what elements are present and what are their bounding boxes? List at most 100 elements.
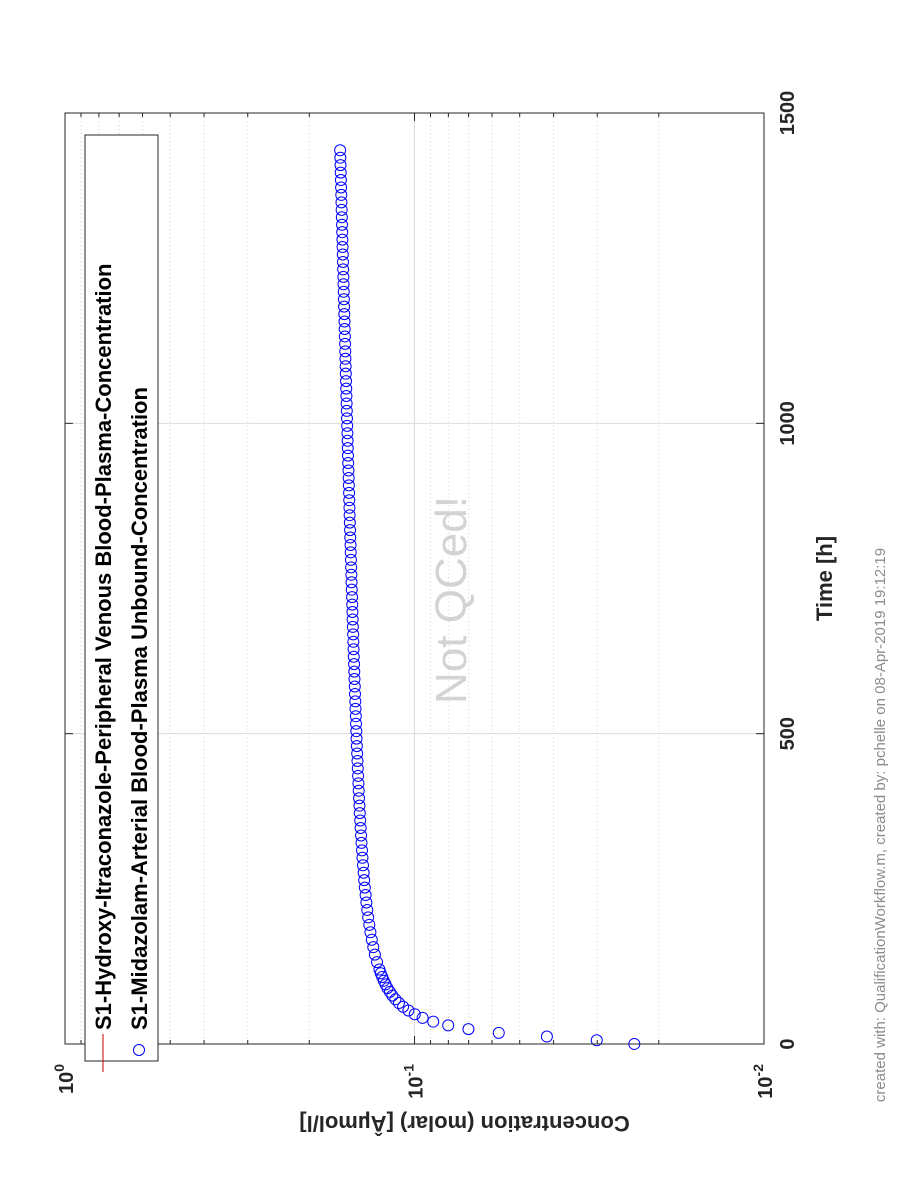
- data-point: [334, 144, 347, 157]
- data-point: [341, 427, 354, 440]
- data-point: [346, 598, 359, 611]
- data-point: [348, 673, 361, 686]
- data-point: [342, 471, 355, 484]
- data-point: [341, 434, 354, 447]
- data-point: [346, 613, 359, 626]
- legend-circle-marker: [133, 1044, 145, 1056]
- data-point: [341, 449, 354, 462]
- data-point: [343, 516, 356, 529]
- legend-box: [84, 134, 159, 1062]
- data-point: [364, 926, 377, 939]
- x-tick-label: 1000: [777, 401, 799, 446]
- data-point: [368, 948, 381, 961]
- data-point: [540, 1030, 553, 1043]
- data-point: [340, 375, 353, 388]
- data-point: [345, 561, 358, 574]
- data-point: [347, 628, 360, 641]
- x-tick-label: 500: [777, 717, 799, 750]
- data-point: [339, 337, 352, 350]
- data-point: [348, 687, 361, 700]
- data-point: [339, 367, 352, 380]
- data-point: [590, 1034, 603, 1047]
- data-point: [358, 881, 371, 894]
- data-point: [371, 956, 384, 969]
- data-point: [343, 501, 356, 514]
- data-point: [346, 591, 359, 604]
- data-point: [339, 345, 352, 358]
- data-point: [427, 1015, 440, 1028]
- data-point: [334, 166, 347, 179]
- data-point: [343, 486, 356, 499]
- data-point: [348, 658, 361, 671]
- data-point: [344, 531, 357, 544]
- data-point: [347, 643, 360, 656]
- data-point: [353, 799, 366, 812]
- data-point: [335, 211, 348, 224]
- data-point: [336, 226, 349, 239]
- data-point: [336, 248, 349, 261]
- data-point: [340, 404, 353, 417]
- data-point: [360, 896, 373, 909]
- data-point: [350, 725, 363, 738]
- y-tick-label: 10-2: [750, 1064, 777, 1099]
- data-point: [335, 196, 348, 209]
- data-point: [349, 695, 362, 708]
- data-point: [363, 918, 376, 931]
- data-point: [345, 583, 358, 596]
- data-point: [343, 509, 356, 522]
- legend-entry-hydroxy-itraconazole: S1-Hydroxy-Itraconazole-Peripheral Venou…: [91, 264, 116, 1031]
- data-point: [349, 702, 362, 715]
- x-tick-label: 0: [777, 1038, 799, 1049]
- data-point: [356, 844, 369, 857]
- data-point: [373, 963, 386, 976]
- data-point: [353, 792, 366, 805]
- data-point: [345, 568, 358, 581]
- data-point: [336, 218, 349, 231]
- y-tick-label: 100: [51, 1064, 78, 1094]
- data-point: [397, 1000, 410, 1013]
- data-series: [334, 144, 641, 1050]
- data-point: [335, 188, 348, 201]
- data-point: [347, 650, 360, 663]
- data-point: [367, 941, 380, 954]
- data-point: [346, 606, 359, 619]
- data-point: [350, 717, 363, 730]
- data-point: [352, 769, 365, 782]
- data-point: [337, 293, 350, 306]
- data-point: [334, 174, 347, 187]
- y-tick-label: 10-1: [401, 1064, 428, 1099]
- x-tick-label: 1500: [777, 91, 799, 136]
- data-point: [341, 442, 354, 455]
- data-point: [335, 181, 348, 194]
- data-point: [343, 494, 356, 507]
- data-point: [350, 740, 363, 753]
- data-point: [344, 546, 357, 559]
- data-point: [344, 524, 357, 537]
- data-point: [336, 233, 349, 246]
- data-point: [352, 777, 365, 790]
- data-point: [336, 255, 349, 268]
- x-axis-label: Time [h]: [812, 536, 837, 621]
- data-point: [342, 464, 355, 477]
- data-point: [345, 576, 358, 589]
- data-point: [337, 263, 350, 276]
- data-point: [338, 300, 351, 313]
- data-point: [351, 754, 364, 767]
- data-point: [392, 997, 405, 1010]
- data-point: [356, 851, 369, 864]
- data-point: [358, 874, 371, 887]
- data-point: [338, 330, 351, 343]
- data-point: [365, 933, 378, 946]
- data-point: [353, 807, 366, 820]
- data-point: [355, 829, 368, 842]
- data-point: [355, 836, 368, 849]
- data-point: [339, 352, 352, 365]
- data-point: [338, 322, 351, 335]
- data-point: [462, 1023, 475, 1036]
- data-point: [347, 635, 360, 648]
- watermark-text: Not QCed!: [427, 496, 476, 704]
- data-point: [341, 412, 353, 425]
- data-point: [357, 859, 369, 872]
- data-point: [338, 315, 351, 328]
